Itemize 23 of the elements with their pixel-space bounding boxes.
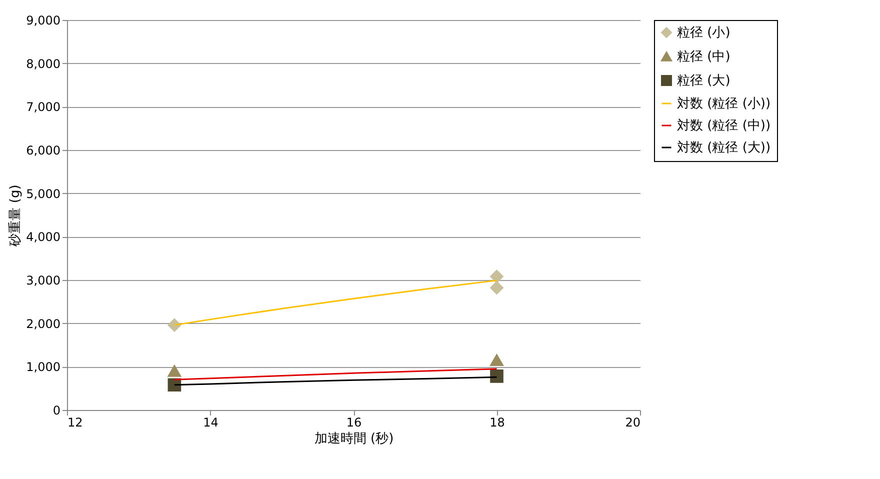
y-tick-label: 1,000 [26, 360, 60, 374]
x-tick-label: 16 [346, 416, 362, 430]
legend-label: 粒径 (大) [677, 74, 730, 88]
y-tick-label: 5,000 [26, 186, 60, 201]
y-tick-label: 8,000 [26, 56, 60, 71]
y-tick-label: 9,000 [26, 14, 60, 28]
y-axis-title: 砂重量 (g) [8, 184, 24, 248]
x-tick-label: 14 [203, 416, 218, 430]
legend-label: 対数 (粒径 (小)) [677, 96, 771, 112]
y-tick-label: 2,000 [26, 316, 60, 331]
legend-label: 対数 (粒径 (中)) [677, 118, 771, 134]
x-tick-label: 12 [68, 416, 83, 430]
x-tick-label: 20 [625, 416, 640, 430]
x-axis-title: 加速時間 (秒) [314, 432, 394, 446]
y-tick-label: 0 [52, 404, 60, 418]
x-tick-label: 18 [490, 416, 505, 430]
y-tick-label: 7,000 [26, 100, 60, 114]
legend-label: 粒径 (小) [677, 26, 730, 40]
legend-label: 粒径 (中) [677, 50, 730, 64]
y-tick-label: 4,000 [26, 230, 60, 244]
legend-label: 対数 (粒径 (大)) [677, 140, 771, 156]
y-tick-label: 3,000 [26, 274, 60, 288]
y-tick-label: 6,000 [26, 144, 60, 158]
